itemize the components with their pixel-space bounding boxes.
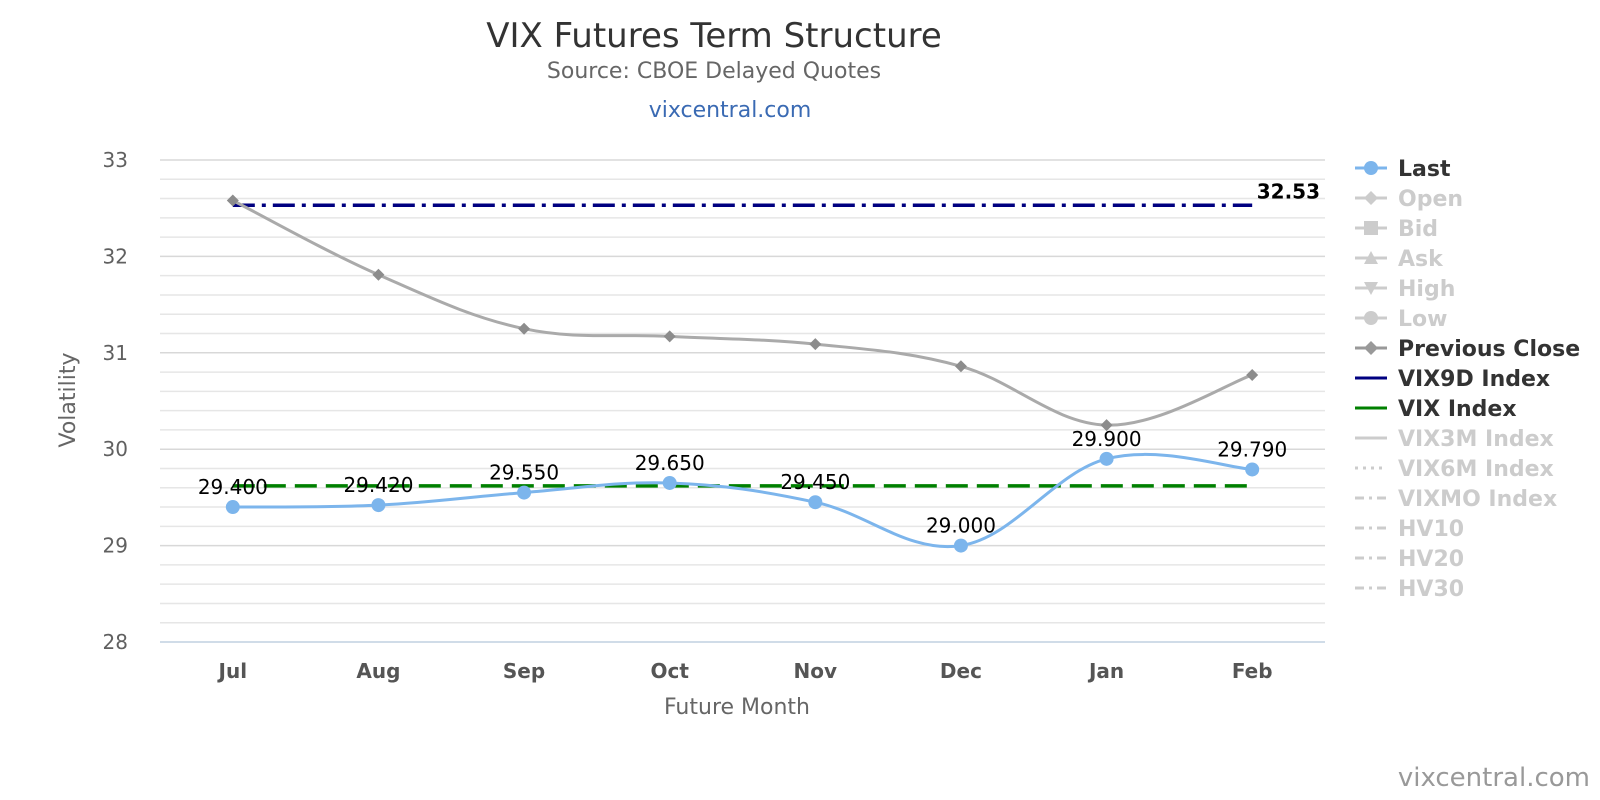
x-tick-label: Nov	[794, 659, 838, 683]
legend-item-vix3m-index[interactable]: VIX3M Index	[1355, 427, 1554, 452]
legend-label: VIXMO Index	[1398, 487, 1557, 512]
legend-label: High	[1398, 277, 1455, 302]
series-layer	[225, 194, 1260, 553]
legend-label: VIX Index	[1398, 397, 1517, 422]
last-point[interactable]	[1099, 451, 1114, 466]
y-tick-label: 28	[103, 630, 128, 654]
legend-marker-diamond-icon	[1364, 191, 1378, 205]
last-point[interactable]	[225, 500, 240, 515]
last-point[interactable]	[662, 475, 677, 490]
legend-item-previous-close[interactable]: Previous Close	[1355, 337, 1580, 362]
x-tick-label: Dec	[940, 659, 982, 683]
y-tick-label: 30	[103, 437, 128, 461]
previous-close-point[interactable]	[1100, 419, 1113, 432]
y-axis-ticks: 28 29 30 31 32 33	[103, 148, 128, 654]
x-tick-label: Aug	[356, 659, 400, 683]
legend-marker-square-icon	[1364, 221, 1378, 235]
last-point[interactable]	[371, 498, 386, 513]
legend-label: Ask	[1398, 247, 1444, 272]
legend-item-hv20[interactable]: HV20	[1355, 547, 1464, 572]
y-tick-label: 31	[103, 341, 128, 365]
y-tick-label: 32	[103, 244, 128, 268]
previous-close-point[interactable]	[663, 330, 676, 343]
y-axis-title: Volatility	[56, 352, 81, 447]
last-line	[232, 452, 1253, 549]
legend-marker-circle-icon	[1364, 161, 1378, 175]
legend-label: HV30	[1398, 577, 1464, 602]
legend: Last Open Bid Ask High Low Previous Close VIX9D…	[1355, 157, 1580, 602]
previous-close-point[interactable]	[226, 194, 239, 207]
legend-label: VIX9D Index	[1398, 367, 1550, 392]
legend-label: Last	[1398, 157, 1451, 182]
previous-close-point[interactable]	[809, 338, 822, 351]
previous-close-line	[232, 199, 1253, 427]
x-tick-label: Oct	[650, 659, 689, 683]
last-data-label: 29.420	[343, 473, 413, 497]
legend-item-open[interactable]: Open	[1355, 187, 1463, 212]
chart-subtitle: Source: CBOE Delayed Quotes	[547, 59, 881, 84]
vix9d-value-label: 32.53	[1257, 179, 1320, 203]
x-axis-ticks: Jul Aug Sep Oct Nov Dec Jan Feb	[217, 659, 1273, 683]
legend-item-vix-index[interactable]: VIX Index	[1355, 397, 1517, 422]
legend-item-last[interactable]: Last	[1355, 157, 1451, 182]
last-point[interactable]	[808, 495, 823, 510]
y-tick-label: 33	[103, 148, 128, 172]
last-data-label: 29.650	[635, 451, 705, 475]
x-tick-label: Sep	[503, 659, 545, 683]
legend-item-hv30[interactable]: HV30	[1355, 577, 1464, 602]
legend-label: Open	[1398, 187, 1463, 212]
legend-label: HV20	[1398, 547, 1464, 572]
x-axis-title: Future Month	[664, 695, 810, 720]
last-point[interactable]	[517, 485, 532, 500]
last-data-label: 29.400	[198, 475, 268, 499]
legend-item-low[interactable]: Low	[1355, 307, 1447, 332]
legend-marker-diamond-icon	[1364, 341, 1378, 355]
x-tick-label: Jan	[1087, 659, 1124, 683]
legend-marker-triangle-down-icon	[1364, 282, 1378, 295]
credit[interactable]: vixcentral.com	[1398, 763, 1590, 793]
legend-label: Low	[1398, 307, 1447, 332]
legend-item-high[interactable]: High	[1355, 277, 1455, 302]
last-data-label: 29.550	[489, 461, 559, 485]
previous-close-point[interactable]	[1246, 368, 1259, 381]
legend-label: Previous Close	[1398, 337, 1580, 362]
legend-item-vix6m-index[interactable]: VIX6M Index	[1355, 457, 1554, 482]
last-data-label: 29.790	[1217, 437, 1287, 461]
x-tick-label: Jul	[217, 659, 248, 683]
last-data-label: 29.900	[1072, 427, 1142, 451]
last-point[interactable]	[953, 538, 968, 553]
previous-close-point[interactable]	[518, 322, 531, 335]
last-data-label: 29.000	[926, 514, 996, 538]
legend-item-bid[interactable]: Bid	[1355, 217, 1438, 242]
grid-lines	[160, 159, 1325, 643]
previous-close-point[interactable]	[954, 360, 967, 373]
y-tick-label: 29	[103, 534, 128, 558]
legend-marker-circle-icon	[1364, 311, 1378, 325]
x-tick-label: Feb	[1232, 659, 1273, 683]
chart-title: VIX Futures Term Structure	[486, 16, 942, 56]
legend-label: Bid	[1398, 217, 1438, 242]
legend-item-ask[interactable]: Ask	[1355, 247, 1444, 272]
legend-item-vix9d-index[interactable]: VIX9D Index	[1355, 367, 1550, 392]
legend-label: VIX3M Index	[1398, 427, 1554, 452]
legend-label: VIX6M Index	[1398, 457, 1554, 482]
data-labels: 29.400 29.420 29.550 29.650 29.450 29.000 29.9…	[198, 179, 1320, 537]
legend-item-hv10[interactable]: HV10	[1355, 517, 1464, 542]
last-data-label: 29.450	[780, 470, 850, 494]
legend-label: HV10	[1398, 517, 1464, 542]
previous-close-point[interactable]	[372, 268, 385, 281]
source-link[interactable]: vixcentral.com	[649, 98, 812, 123]
legend-marker-triangle-icon	[1364, 251, 1378, 264]
legend-item-vixmo-index[interactable]: VIXMO Index	[1355, 487, 1557, 512]
last-point[interactable]	[1245, 462, 1260, 477]
